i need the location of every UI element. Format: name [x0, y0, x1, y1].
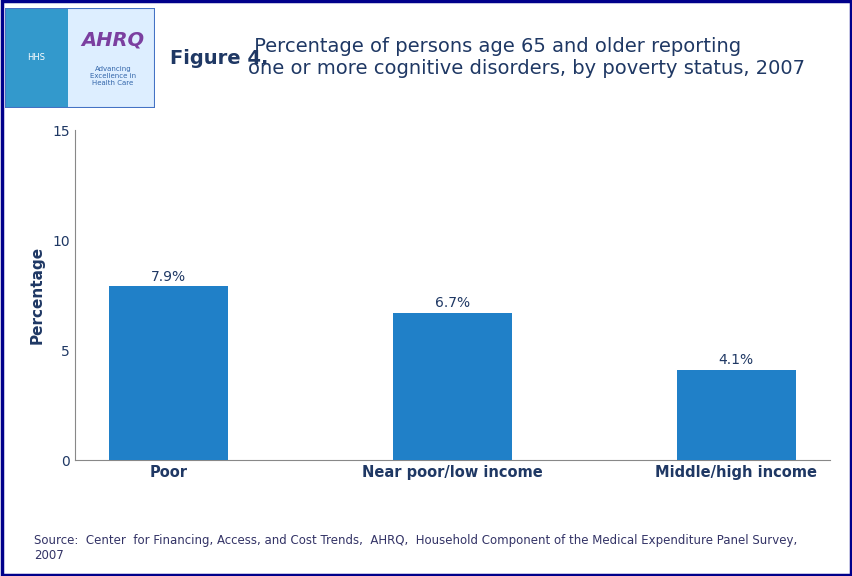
FancyBboxPatch shape	[5, 8, 68, 108]
FancyBboxPatch shape	[68, 8, 155, 108]
Text: AHRQ: AHRQ	[81, 31, 144, 50]
Bar	[393, 313, 511, 460]
Text: Advancing
Excellence in
Health Care: Advancing Excellence in Health Care	[89, 66, 136, 86]
Text: 6.7%: 6.7%	[435, 296, 469, 310]
Text: Figure 4.: Figure 4.	[170, 48, 268, 67]
Text: Percentage of persons age 65 and older reporting
one or more cognitive disorders: Percentage of persons age 65 and older r…	[247, 37, 803, 78]
Y-axis label: Percentage: Percentage	[29, 246, 44, 344]
Text: 4.1%: 4.1%	[717, 353, 753, 367]
Text: 7.9%: 7.9%	[151, 270, 187, 283]
Text: HHS: HHS	[27, 54, 45, 63]
Text: Source:  Center  for Financing, Access, and Cost Trends,  AHRQ,  Household Compo: Source: Center for Financing, Access, an…	[34, 533, 797, 562]
Bar	[109, 286, 228, 460]
Bar	[676, 370, 795, 460]
